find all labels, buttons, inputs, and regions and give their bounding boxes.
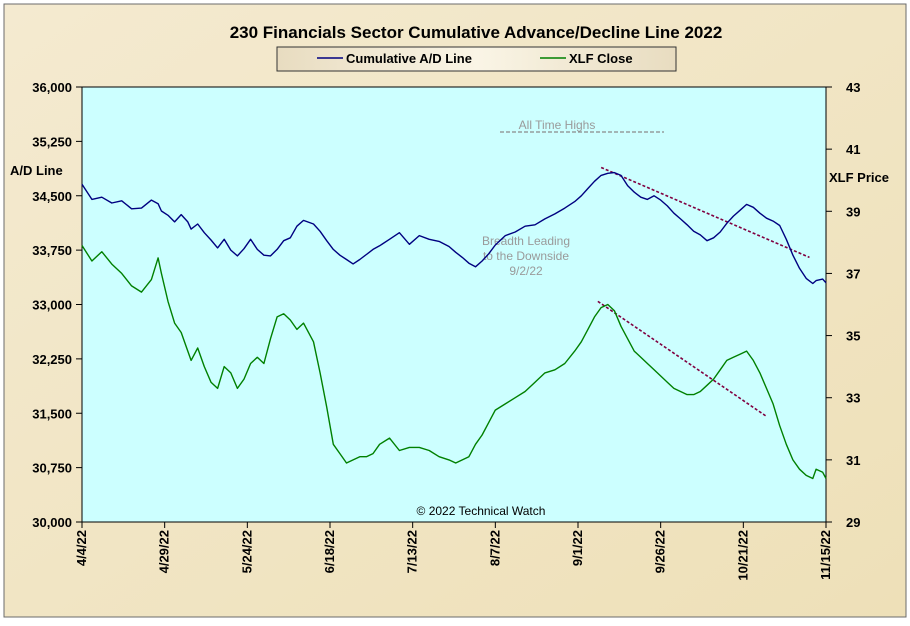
left-tick-label: 33,750 [32,243,72,258]
right-tick-label: 39 [846,204,860,219]
x-tick-label: 7/13/22 [405,530,420,573]
left-tick-label: 30,000 [32,515,72,530]
right-tick-label: 43 [846,80,860,95]
left-tick-label: 32,250 [32,352,72,367]
xlf-close-series [81,245,827,480]
all-time-highs-label: All Time Highs [519,118,596,132]
chart-title: 230 Financials Sector Cumulative Advance… [230,23,723,42]
x-tick-label: 4/4/22 [74,530,89,566]
plot-area [81,86,827,523]
trendlines [597,166,810,418]
left-tick-label: 30,750 [32,461,72,476]
left-tick-label: 35,250 [32,134,72,149]
x-tick-label: 6/18/22 [322,530,337,573]
ad-line-series [81,171,827,285]
right-tick-label: 41 [846,142,860,157]
left-tick-label: 31,500 [32,406,72,421]
breadth-note-line2: to the Downside [483,249,569,263]
breadth-note-line3: 9/2/22 [509,264,543,278]
trendline-right [597,300,767,418]
left-tick-label: 33,000 [32,298,72,313]
x-tick-label: 8/7/22 [487,530,502,566]
legend-box [276,46,677,72]
x-tick-label: 11/15/22 [818,530,833,580]
series [81,171,827,480]
right-axis-title: XLF Price [829,170,889,185]
left-axis: 36,000 35,250 34,500 33,750 33,000 32,250 31,5… [32,80,82,530]
right-tick-label: 29 [846,515,860,530]
left-axis-title: A/D Line [10,163,63,178]
legend-label-ad: Cumulative A/D Line [346,51,472,66]
copyright: © 2022 Technical Watch [417,504,546,518]
right-tick-label: 37 [846,266,860,281]
x-tick-label: 9/26/22 [653,530,668,573]
legend-label-xlf: XLF Close [569,51,633,66]
right-tick-label: 31 [846,453,860,468]
legend: Cumulative A/D Line XLF Close [276,46,677,72]
right-axis: 43 41 39 37 35 33 31 29 [826,80,860,530]
x-tick-label: 4/29/22 [157,530,172,573]
right-tick-label: 33 [846,391,860,406]
x-tick-label: 10/21/22 [735,530,750,581]
x-tick-label: 9/1/22 [570,530,585,566]
x-axis: 4/4/22 4/29/22 5/24/22 6/18/22 7/13/22 8/7/22… [74,522,833,581]
left-tick-label: 34,500 [32,189,72,204]
x-tick-label: 5/24/22 [239,530,254,573]
right-tick-label: 35 [846,329,860,344]
left-tick-label: 36,000 [32,80,72,95]
trendline-left [600,166,810,259]
annotations: All Time Highs Breadth Leading to the Do… [417,118,664,518]
